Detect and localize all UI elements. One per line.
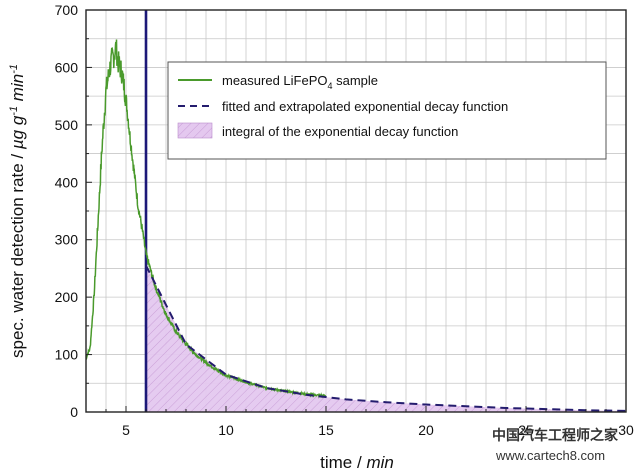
measured-point [97, 222, 98, 223]
y-tick-label: 600 [55, 59, 79, 75]
measured-point [125, 98, 126, 99]
x-tick-label: 10 [218, 422, 234, 438]
measured-point [185, 344, 186, 345]
y-tick-label: 0 [70, 404, 78, 420]
measured-point [175, 331, 176, 332]
integral-area [146, 265, 626, 412]
measured-point [145, 253, 146, 254]
measured-point [101, 147, 102, 148]
measured-point [105, 90, 106, 91]
legend-label-integral: integral of the exponential decay functi… [222, 124, 458, 139]
measured-point [165, 314, 166, 315]
watermark-line1: 中国汽车工程师之家 [492, 427, 619, 444]
measured-point [141, 228, 142, 229]
measured-point [149, 268, 150, 269]
watermark-line2: www.cartech8.com [495, 448, 605, 463]
x-tick-label: 25 [518, 422, 534, 438]
measured-point [133, 170, 134, 171]
measured-point [117, 61, 118, 62]
y-tick-label: 200 [55, 289, 79, 305]
legend-box [167, 61, 607, 160]
legend-label-measured: measured LiFePO4 sample [222, 73, 378, 91]
measured-point [121, 73, 122, 74]
measured-point [225, 375, 226, 376]
measured-point [155, 288, 156, 289]
legend: measured LiFePO4 sample fitted and extra… [167, 61, 607, 160]
measured-point [111, 58, 112, 59]
measured-point [265, 387, 266, 388]
x-tick-label: 30 [618, 422, 634, 438]
y-tick-label: 100 [55, 347, 79, 363]
measured-point [89, 348, 90, 349]
x-tick-label: 20 [418, 422, 434, 438]
y-tick-label: 300 [55, 232, 79, 248]
measured-point [195, 354, 196, 355]
measured-point [137, 205, 138, 206]
measured-point [215, 369, 216, 370]
y-tick-label: 500 [55, 117, 79, 133]
y-tick-label: 400 [55, 174, 79, 190]
measured-point [115, 47, 116, 48]
measured-point [93, 297, 94, 298]
legend-swatch-integral [177, 122, 213, 139]
legend-label-fit: fitted and extrapolated exponential deca… [222, 99, 508, 114]
y-tick-label: 700 [55, 2, 79, 18]
x-axis-title: time / min [320, 453, 394, 472]
measured-point [129, 136, 130, 137]
y-axis-title: spec. water detection rate / µg g-1 min-… [8, 64, 27, 358]
x-tick-label: 15 [318, 422, 334, 438]
measured-point [205, 362, 206, 363]
measured-point [113, 55, 114, 56]
watermark: 中国汽车工程师之家 www.cartech8.com [492, 427, 619, 463]
measured-point [109, 67, 110, 68]
axis-ticks [85, 9, 627, 413]
x-tick-label: 5 [122, 422, 130, 438]
